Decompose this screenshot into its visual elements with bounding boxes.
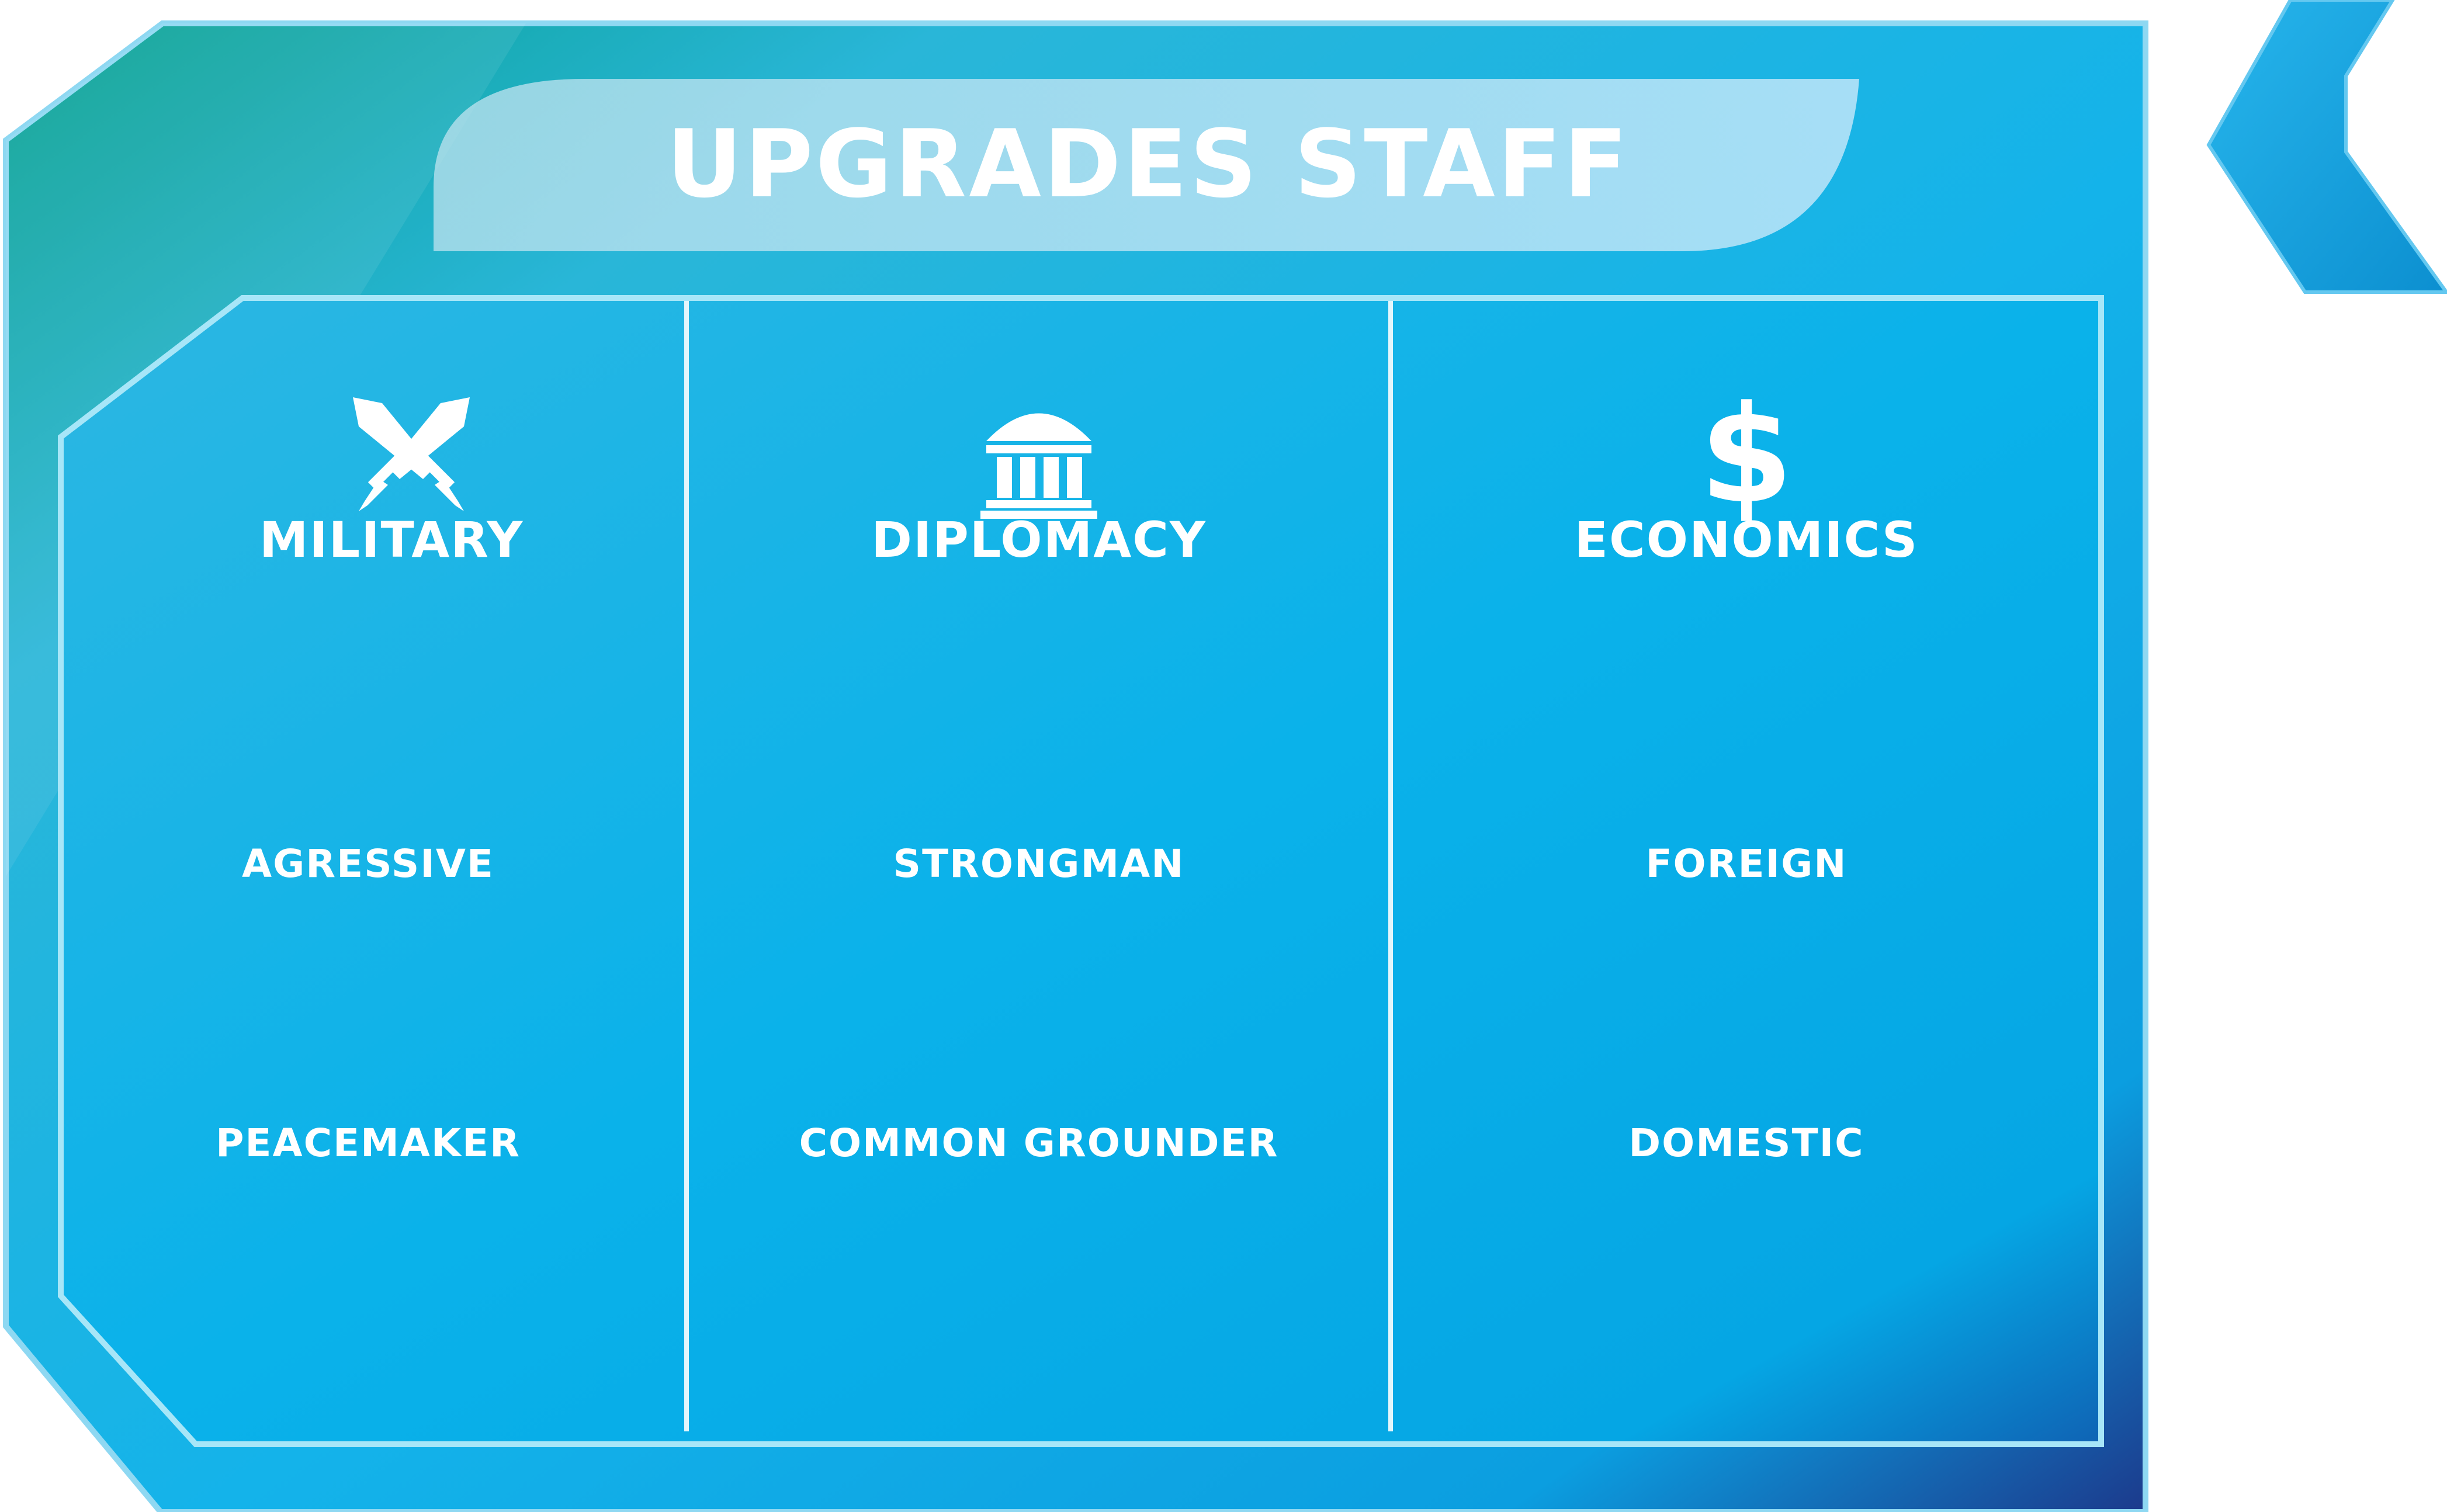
- page-title: UPGRADES STAFF: [666, 109, 1630, 219]
- economics-heading: ECONOMICS: [1574, 511, 1919, 568]
- option-strongman[interactable]: STRONGMAN: [893, 841, 1185, 886]
- option-domestic[interactable]: DOMESTIC: [1628, 1121, 1864, 1166]
- diplomacy-heading: DIPLOMACY: [871, 511, 1207, 568]
- back-chevron-button[interactable]: [2206, 0, 2447, 304]
- crossed-swords-icon: [352, 397, 470, 511]
- chevron-left-icon: [2206, 0, 2447, 294]
- option-foreign[interactable]: FOREIGN: [1645, 841, 1848, 886]
- option-common-grounder[interactable]: COMMON GROUNDER: [799, 1121, 1279, 1166]
- dollar-sign-icon: $: [1699, 377, 1794, 533]
- government-building-icon: [980, 413, 1097, 519]
- option-agressive[interactable]: AGRESSIVE: [242, 841, 494, 886]
- military-heading: MILITARY: [259, 511, 524, 568]
- column-military: MILITARY AGRESSIVE PEACEMAKER: [64, 304, 684, 1431]
- column-diplomacy: DIPLOMACY STRONGMAN COMMON GROUNDER: [688, 304, 1389, 1431]
- option-peacemaker[interactable]: PEACEMAKER: [216, 1121, 521, 1166]
- column-economics: $ ECONOMICS FOREIGN DOMESTIC: [1393, 304, 2100, 1431]
